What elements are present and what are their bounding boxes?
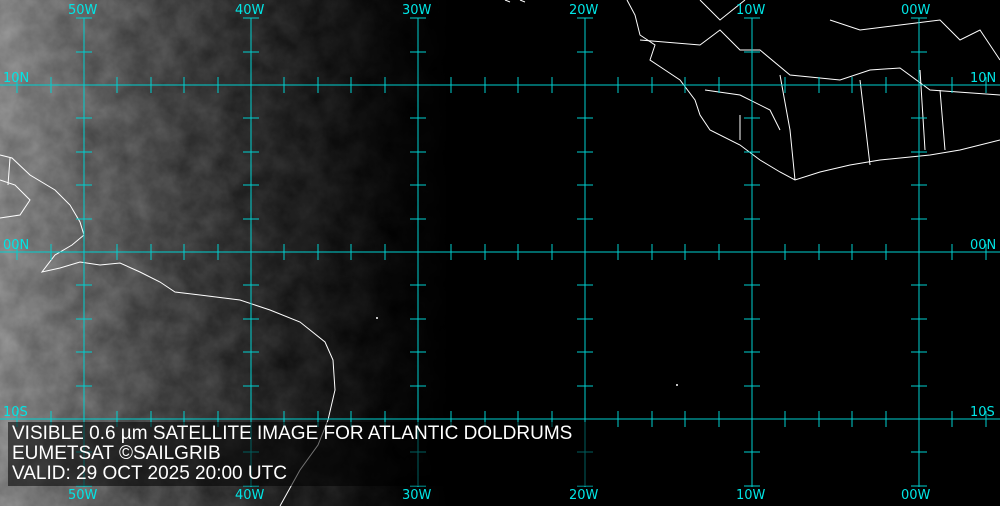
lon-label-top: 20W [569, 3, 599, 18]
lat-label-left: 10N [3, 71, 30, 86]
lon-label-bottom: 10W [736, 488, 766, 503]
lon-label-bottom: 40W [235, 488, 265, 503]
lon-label-bottom: 20W [569, 488, 599, 503]
lat-label-right: 10N [970, 71, 997, 86]
lon-label-top: 40W [235, 3, 265, 18]
lat-lon-grid [0, 17, 1000, 487]
lon-label-top: 00W [901, 3, 931, 18]
lat-label-left: 00N [3, 238, 30, 253]
caption-title: VISIBLE 0.6 µm SATELLITE IMAGE FOR ATLAN… [12, 423, 573, 444]
lat-label-right: 00N [970, 238, 997, 253]
lon-label-top: 30W [402, 3, 432, 18]
lon-label-bottom: 50W [68, 488, 98, 503]
lon-label-bottom: 30W [402, 488, 432, 503]
lon-label-bottom: 00W [901, 488, 931, 503]
lat-label-right: 10S [970, 405, 995, 420]
lat-label-left: 10S [3, 405, 28, 420]
image-caption: VISIBLE 0.6 µm SATELLITE IMAGE FOR ATLAN… [8, 422, 602, 486]
caption-credit: EUMETSAT ©SAILGRIB [12, 443, 221, 464]
lon-label-top: 10W [736, 3, 766, 18]
lon-label-top: 50W [68, 3, 98, 18]
caption-valid-time: VALID: 29 OCT 2025 20:00 UTC [12, 463, 287, 484]
